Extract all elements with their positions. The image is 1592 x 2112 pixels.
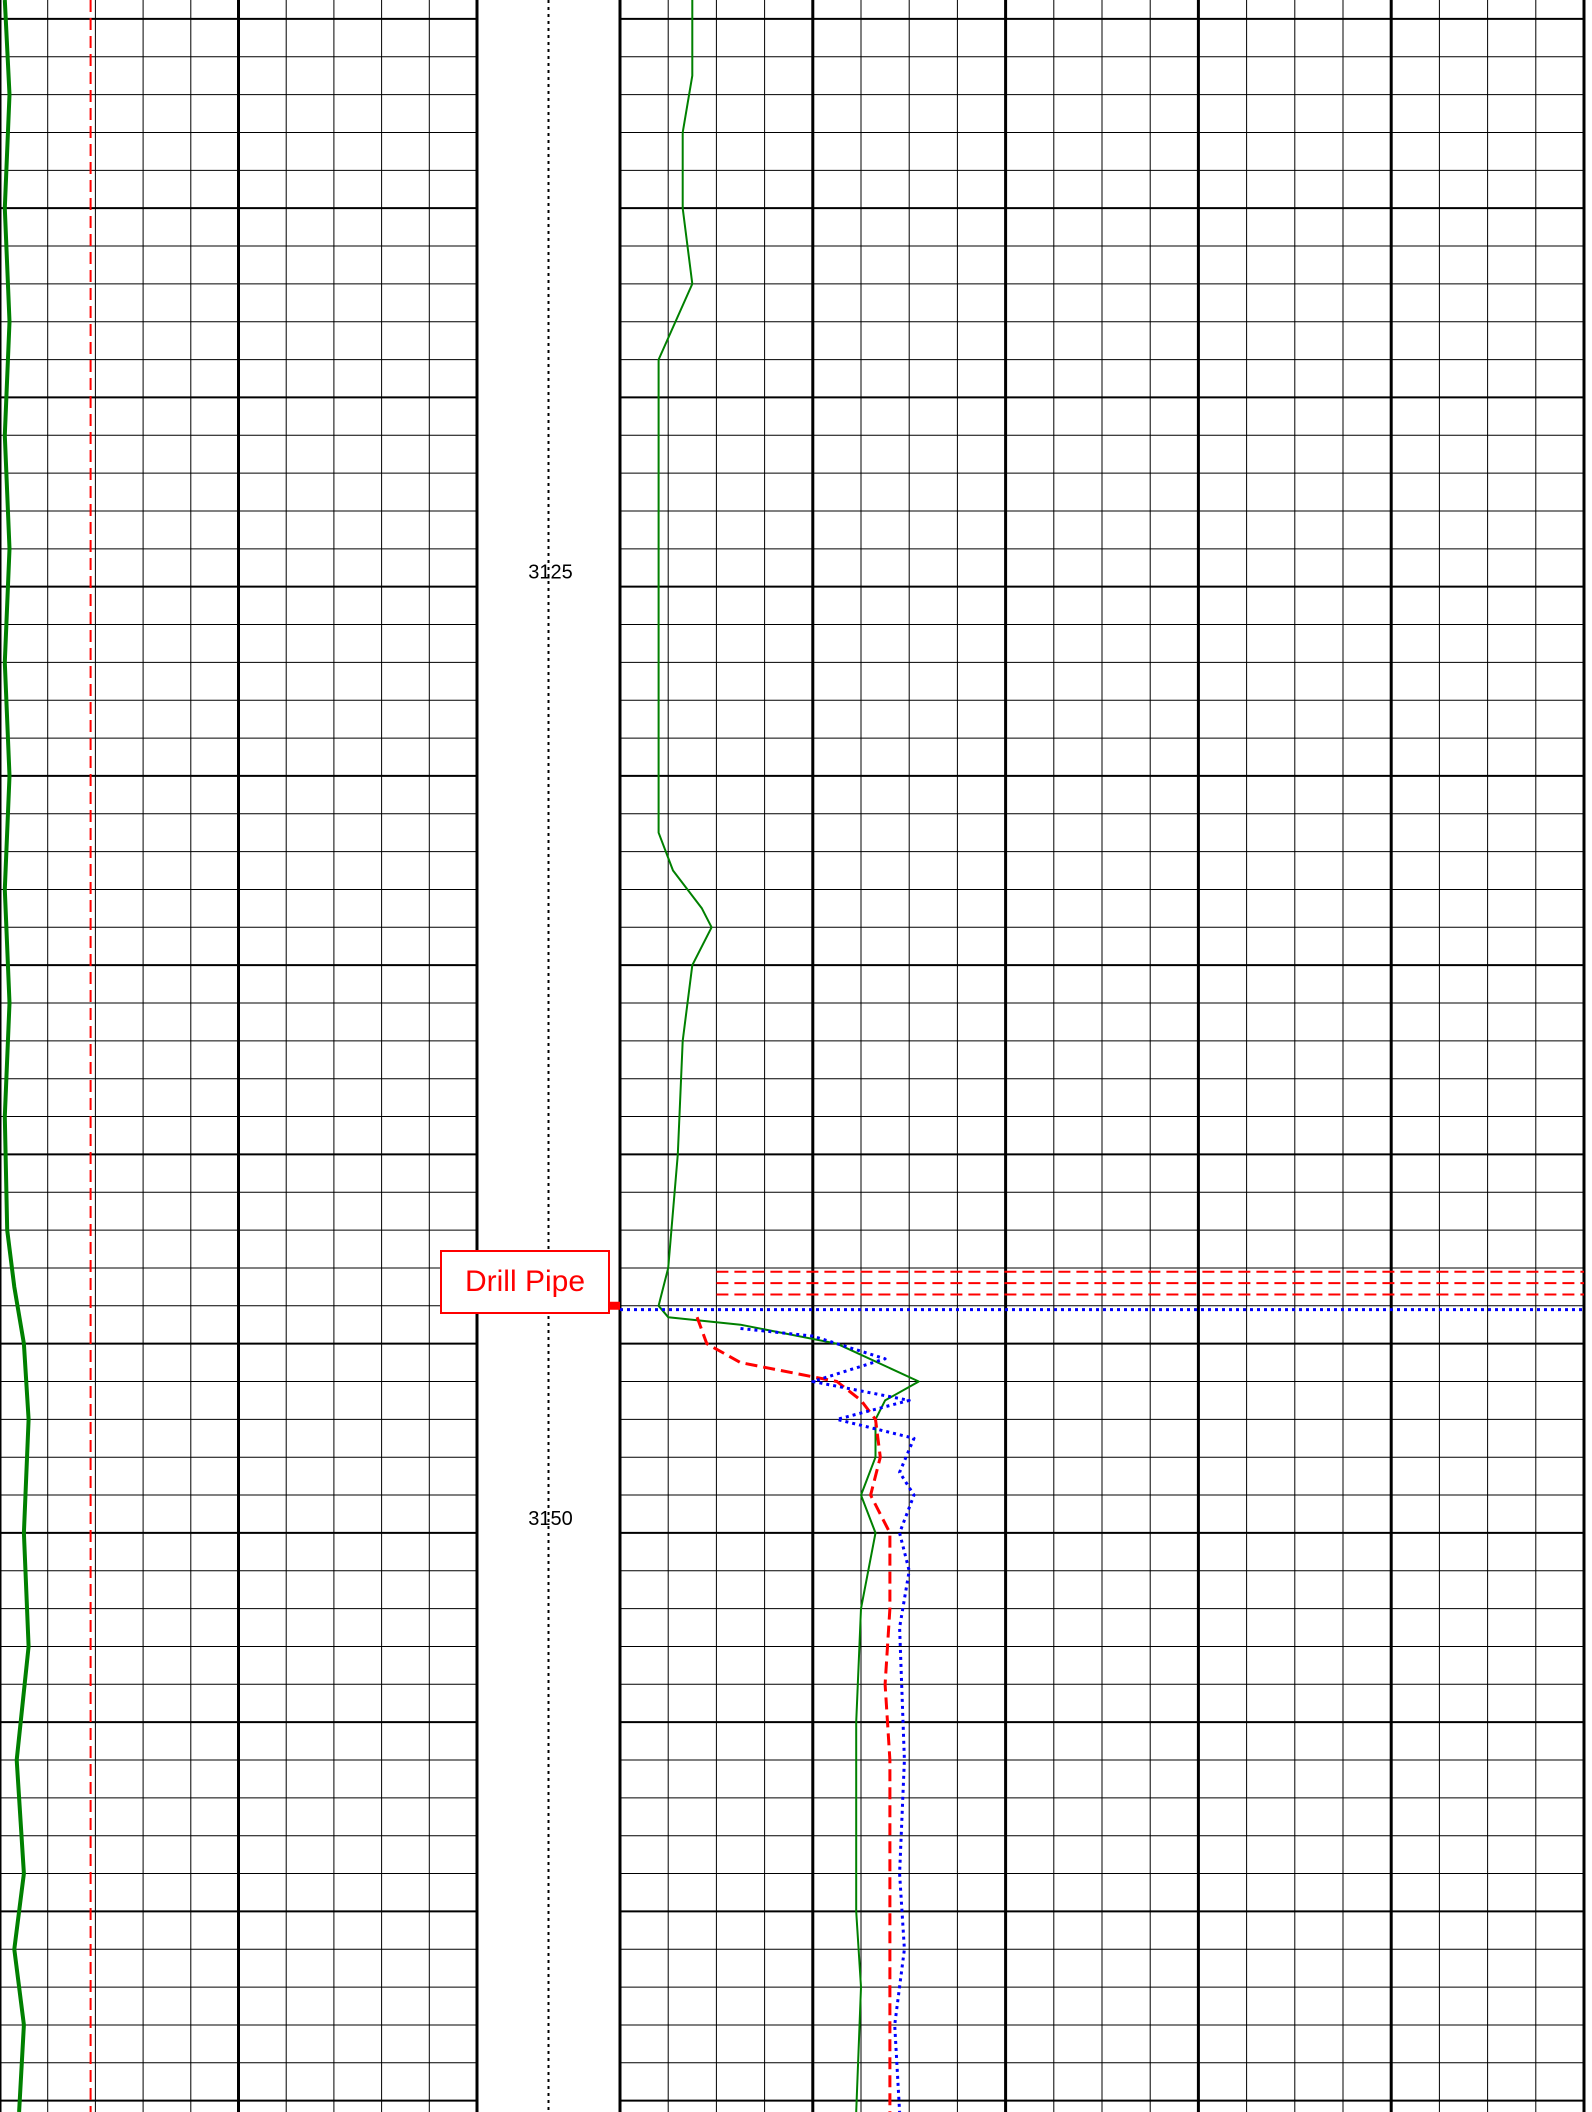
log-curve-solid — [2, 0, 31, 2112]
log-curve-dotted — [740, 1327, 916, 2112]
depth-label: 3125 — [528, 562, 573, 584]
log-curve-dashed — [695, 1316, 892, 2112]
depth-label: 3150 — [528, 1508, 573, 1530]
log-curve-solid — [657, 0, 920, 2112]
drill-pipe-label: Drill Pipe — [440, 1250, 610, 1314]
depth-labels: 3125 3150 — [528, 562, 573, 1530]
